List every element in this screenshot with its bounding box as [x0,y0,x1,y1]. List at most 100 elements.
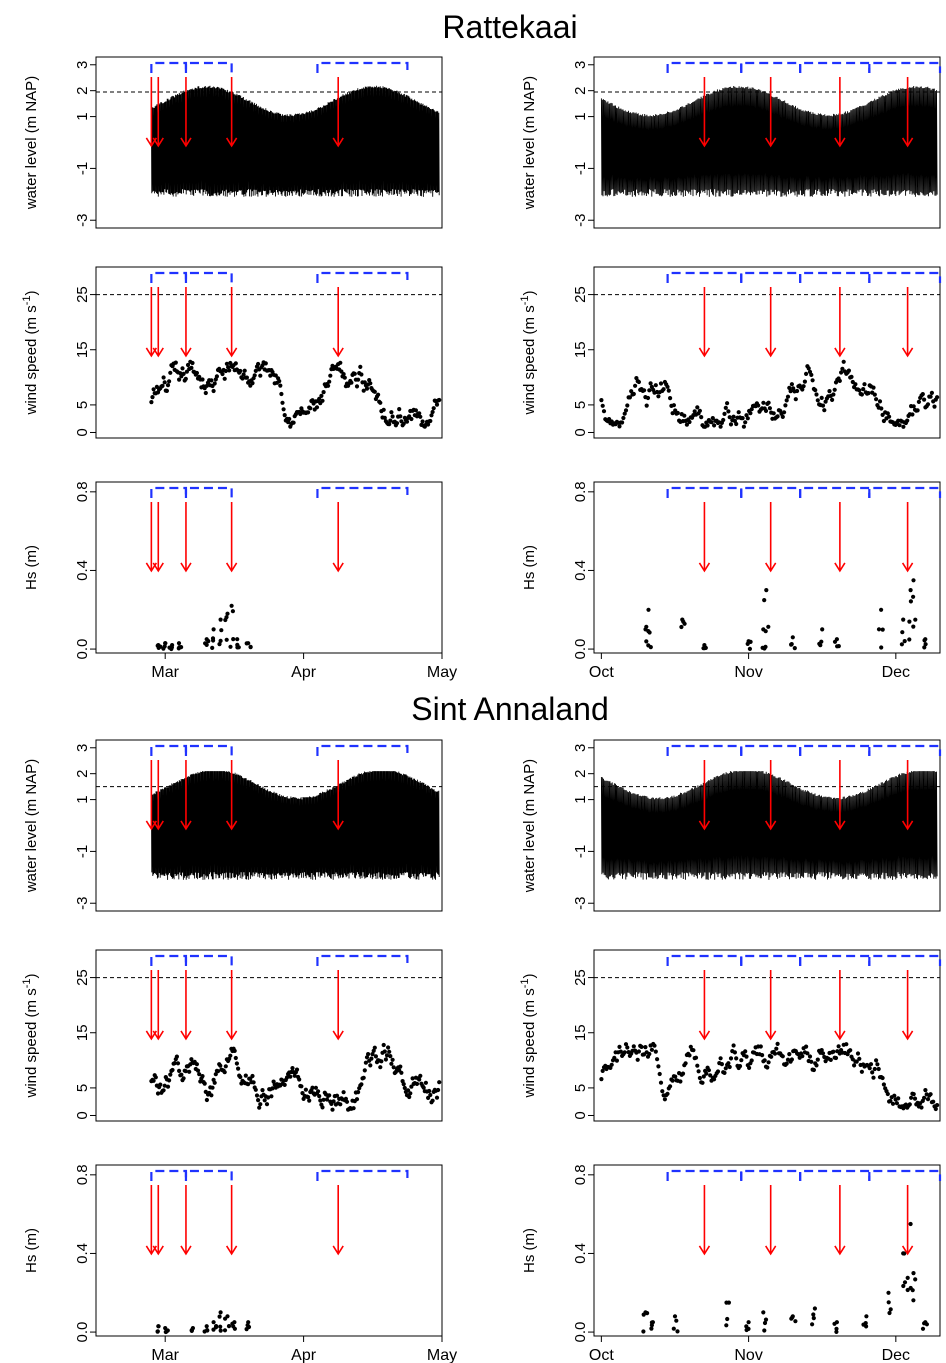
data-point [625,1045,630,1050]
data-point [165,1328,170,1333]
data-point [220,371,225,377]
data-point [780,414,785,419]
data-point [913,1277,918,1282]
data-point [231,637,236,642]
data-point [928,394,933,399]
data-point [763,408,769,413]
data-point [372,1045,377,1050]
data-point [644,403,649,408]
superscript: -1 [519,979,531,989]
data-point [175,1061,181,1066]
plot-frame [593,56,941,229]
data-point [413,408,418,413]
data-point [402,1085,407,1091]
data-point [911,594,916,599]
data-point [911,1092,916,1097]
data-point [815,398,820,403]
data-point [599,1077,604,1082]
data-point [241,372,246,377]
data-point [338,360,343,365]
y-axis-title-tail: ) [23,974,40,979]
event-arrowhead [698,562,711,573]
data-point [636,1049,642,1054]
wind-speed-series [599,1041,940,1112]
data-point [832,1321,837,1326]
data-point [737,1064,743,1069]
data-point [149,400,154,405]
data-point [641,1312,646,1317]
data-point [872,1066,877,1072]
data-point [740,416,745,421]
y-tick-label: 0.4 [74,560,91,581]
data-point [326,383,331,388]
y-tick-label: -3 [572,214,589,227]
data-point [269,1094,274,1099]
data-point [911,404,916,409]
data-point [732,1050,738,1055]
data-point [766,1060,771,1065]
hs-series [155,603,253,652]
data-point [892,1093,897,1098]
data-point [303,1087,308,1092]
data-point [886,1300,891,1305]
data-point [382,1049,387,1054]
event-arrowhead [225,1030,238,1041]
panel-5: 0 5 15 25 wind speed (m s-1) [519,266,942,439]
data-point [727,1064,732,1070]
data-point [617,1044,622,1049]
data-point [250,1073,255,1079]
data-point [653,1049,658,1054]
data-point [242,368,247,373]
data-point [761,400,766,405]
data-point [398,1064,403,1069]
data-point [389,1061,394,1066]
y-tick-label: 25 [74,969,91,986]
data-point [306,1095,311,1100]
data-point [235,637,240,642]
event-bracket [316,744,409,756]
y-axis-title: water level (m NAP) [521,76,538,210]
y-tick-label: 15 [74,1024,91,1041]
event-arrowhead [152,1245,164,1256]
data-point [763,1317,769,1322]
data-point [775,1041,780,1046]
data-point [911,1271,916,1276]
data-point [431,406,436,411]
data-point [691,1048,696,1053]
data-point [429,413,434,418]
event-arrowhead [180,137,192,148]
data-point [682,413,687,418]
data-point [890,1101,896,1106]
data-point [793,397,798,402]
event-bracket [868,954,942,966]
panel-6: 0.0 0.4 0.8 Hs (m) Oct Nov Dec [521,481,942,681]
data-point [356,1090,361,1095]
data-point [344,1099,350,1104]
data-point [367,378,372,383]
data-point [226,1324,232,1329]
data-point [814,392,819,397]
data-point [789,382,795,387]
data-point [366,1052,371,1057]
data-point [859,1069,865,1074]
data-point [420,419,425,424]
data-point [919,1105,924,1110]
event-bracket [666,271,743,283]
data-point [248,644,253,650]
y-tick-label: 3 [74,744,91,752]
data-point [831,392,836,397]
data-point [229,603,234,608]
panel-9: 0.0 0.4 0.8 Hs (m) Mar Apr May [23,1164,457,1363]
data-point [327,1093,332,1098]
data-point [879,607,884,612]
data-point [857,1056,862,1061]
y-tick-label: 1 [572,795,589,803]
y-tick-label: 0.4 [572,1243,589,1264]
data-point [905,418,910,423]
data-point [693,1055,699,1060]
data-point [819,1048,824,1053]
y-tick-label: 5 [572,1084,589,1092]
data-point [206,639,211,644]
data-point [920,1326,926,1331]
data-point [187,1069,192,1074]
